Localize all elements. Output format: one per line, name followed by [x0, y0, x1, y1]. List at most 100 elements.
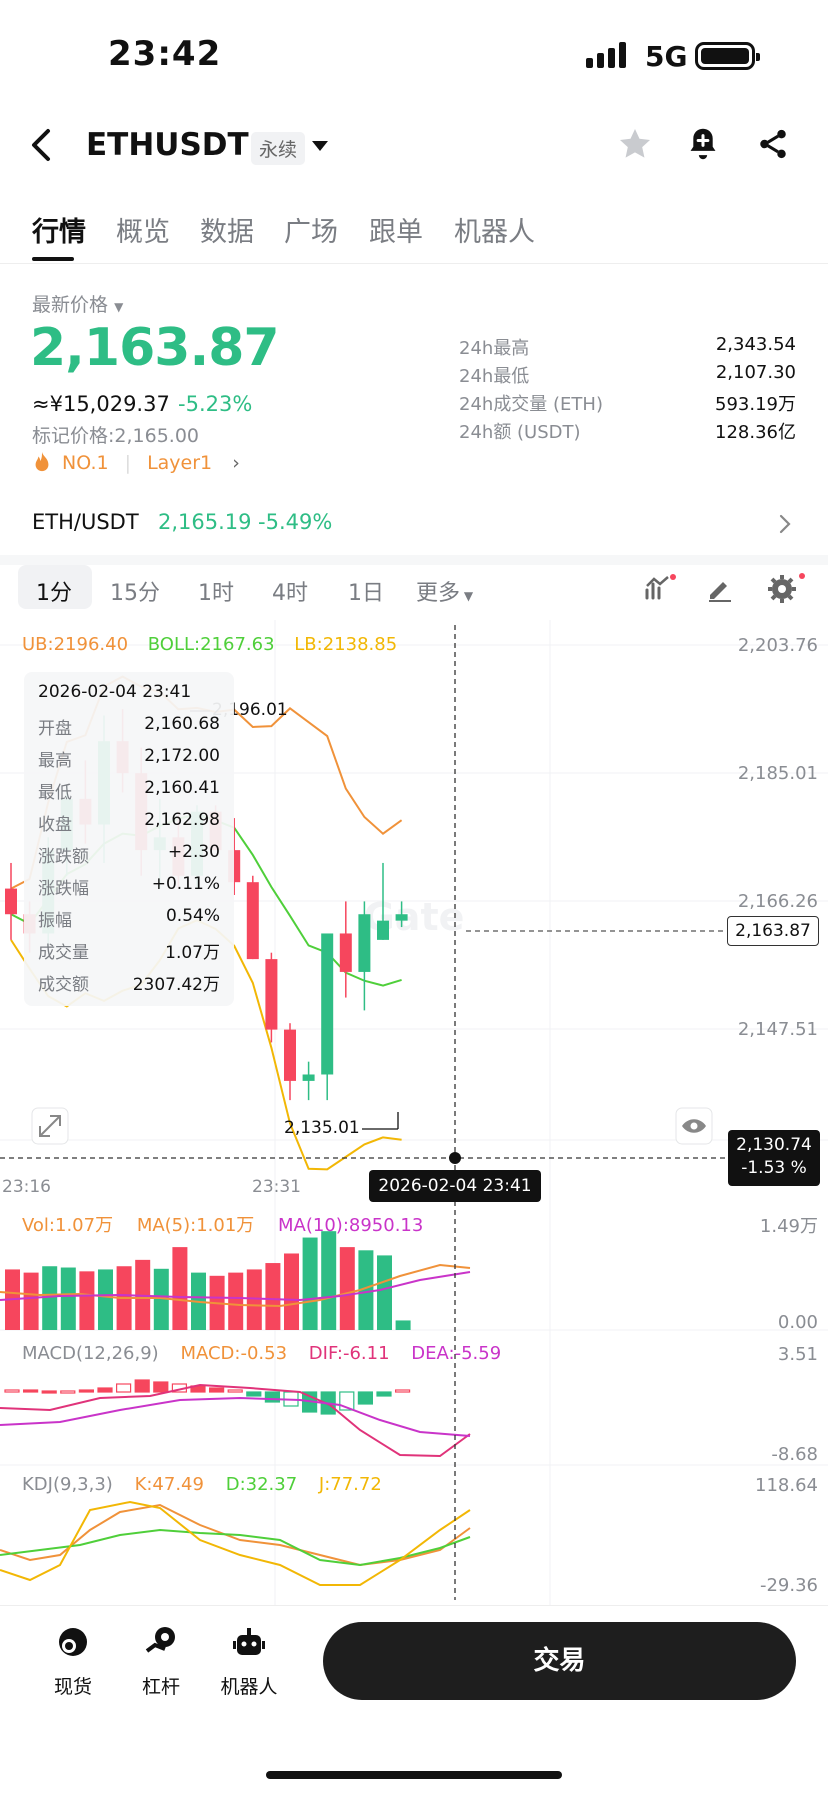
cny-price: ≈¥15,029.37	[32, 392, 170, 416]
symbol-title[interactable]: ETHUSDT	[86, 127, 249, 163]
vol-ma10-line	[0, 1271, 471, 1302]
rank-row[interactable]: NO.1 | Layer1 ›	[32, 451, 240, 474]
last-price-label[interactable]: 最新价格 ▼	[32, 294, 124, 316]
y-tick: 2,203.76	[737, 635, 818, 656]
spot-price-row[interactable]: ETH/USDT 2,165.19 -5.49%	[0, 510, 828, 540]
volume-bar	[79, 1271, 95, 1330]
volume-bar	[60, 1267, 76, 1330]
volume-bar	[302, 1237, 318, 1330]
add-alert-bell-icon[interactable]	[686, 126, 720, 162]
last-price: 2,163.87	[30, 318, 280, 378]
x-tick: 23:31	[252, 1177, 301, 1197]
candle	[265, 952, 278, 1043]
nav-spot[interactable]: 现货	[33, 1625, 113, 1699]
interval-1h[interactable]: 1时	[198, 581, 234, 606]
kline-chart[interactable]: Gate	[0, 620, 828, 1610]
interval-15m[interactable]: 15分	[110, 581, 160, 606]
y-tick: 2,185.01	[737, 763, 818, 784]
kdj-min: -29.36	[759, 1575, 818, 1596]
mark-price: 标记价格:2,165.00	[32, 425, 200, 447]
volume-bar	[321, 1231, 337, 1330]
settings-gear-icon[interactable]	[766, 572, 806, 604]
stat-high-value: 2,343.54	[715, 334, 796, 355]
volume-bar	[42, 1266, 58, 1330]
share-icon[interactable]	[756, 126, 790, 162]
candle	[395, 901, 408, 928]
candle	[339, 901, 352, 998]
volume-bar	[339, 1247, 355, 1330]
macd-bar	[97, 1387, 113, 1393]
status-time: 23:42	[108, 34, 222, 74]
home-indicator[interactable]	[266, 1771, 562, 1779]
interval-1d[interactable]: 1日	[348, 581, 384, 606]
macd-max: 3.51	[777, 1344, 818, 1365]
tab-bots[interactable]: 机器人	[454, 217, 535, 248]
stat-volume-value: 593.19万	[715, 394, 796, 415]
battery-icon	[695, 42, 760, 70]
kdj-legend: KDJ(9,3,3) K:47.49 D:32.37 J:77.72	[22, 1474, 382, 1495]
active-interval-bg	[18, 565, 92, 609]
macd-bar	[41, 1390, 57, 1394]
stat-volume-label: 24h成交量 (ETH)	[459, 394, 603, 415]
y-tick: 2,147.51	[737, 1019, 818, 1040]
star-icon[interactable]	[617, 126, 653, 162]
macd-bar	[153, 1381, 169, 1393]
volume-bar	[395, 1320, 411, 1330]
chevron-right-icon: ›	[232, 452, 240, 474]
back-arrow-icon[interactable]	[28, 128, 56, 162]
symbol-dropdown-icon[interactable]	[312, 141, 328, 151]
tab-copy-trade[interactable]: 跟单	[369, 217, 423, 248]
candle	[5, 862, 17, 940]
draw-pen-icon[interactable]	[706, 575, 734, 603]
nav-margin[interactable]: 杠杆	[121, 1625, 201, 1699]
volume-bar	[284, 1253, 299, 1330]
y-tick: 2,166.26	[737, 891, 818, 912]
macd-bar	[357, 1391, 373, 1405]
divider	[0, 1605, 828, 1606]
indicator-icon[interactable]	[644, 574, 678, 604]
active-tab-indicator	[32, 257, 74, 261]
divider	[0, 263, 828, 264]
kdj-k-line	[0, 1503, 471, 1567]
tab-overview[interactable]: 概览	[116, 217, 170, 248]
crosshair-time-tag: 2026-02-04 23:41	[369, 1170, 541, 1202]
macd-dea-line	[0, 1396, 471, 1437]
margin-icon	[145, 1627, 175, 1653]
tab-market[interactable]: 行情	[32, 217, 86, 248]
stat-high-label: 24h最高	[459, 338, 530, 359]
trade-button[interactable]: 交易	[323, 1622, 796, 1700]
stat-turnover-label: 24h额 (USDT)	[459, 422, 581, 443]
robot-icon	[233, 1628, 265, 1655]
tab-square[interactable]: 广场	[284, 217, 338, 248]
candle	[358, 901, 371, 1011]
spot-coin-icon	[59, 1628, 87, 1656]
interval-4h[interactable]: 4时	[272, 581, 308, 606]
interval-1m[interactable]: 1分	[36, 581, 72, 606]
expand-icon[interactable]	[31, 1107, 69, 1145]
macd-bar	[60, 1390, 76, 1394]
section-divider	[0, 555, 828, 565]
spot-price: 2,165.19	[158, 510, 252, 534]
macd-dif-line	[0, 1383, 471, 1458]
chevron-right-icon[interactable]	[778, 513, 792, 535]
vol-max: 1.49万	[759, 1216, 818, 1237]
volume-bar	[246, 1269, 262, 1330]
volume-bar	[228, 1272, 244, 1330]
boll-legend: UB:2196.40 BOLL:2167.63 LB:2138.85	[22, 634, 398, 655]
candle	[246, 875, 259, 960]
fire-icon	[35, 451, 49, 472]
tab-data[interactable]: 数据	[200, 217, 254, 248]
kdj-d-line	[0, 1528, 471, 1567]
volume-bar	[153, 1268, 169, 1330]
nav-bot[interactable]: 机器人	[209, 1625, 289, 1699]
rank-label: NO.1	[62, 452, 109, 474]
macd-bar	[264, 1391, 280, 1403]
kdj-max: 118.64	[755, 1475, 818, 1496]
stat-low-label: 24h最低	[459, 366, 530, 387]
macd-legend: MACD(12,26,9) MACD:-0.53 DIF:-6.11 DEA:-…	[22, 1343, 502, 1364]
stat-low-value: 2,107.30	[715, 362, 796, 383]
macd-bar	[23, 1389, 39, 1393]
interval-more[interactable]: 更多 ▼	[416, 581, 474, 606]
low-marker: 2,135.01	[284, 1118, 360, 1138]
eye-icon[interactable]	[675, 1107, 713, 1145]
